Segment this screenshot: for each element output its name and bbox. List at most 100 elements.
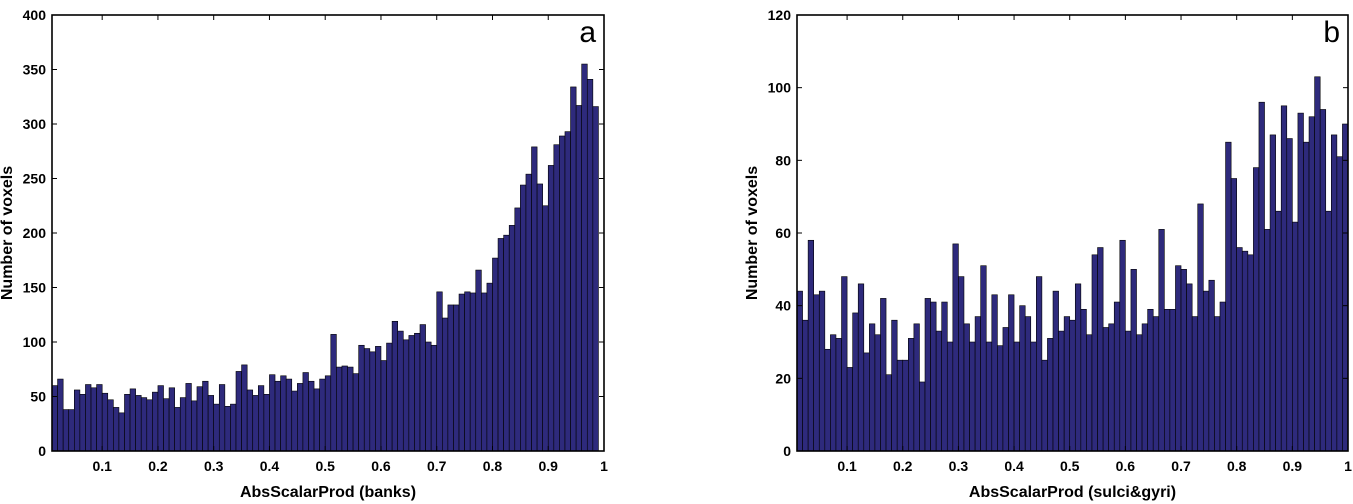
histogram-bar: [263, 394, 270, 452]
x-axis-label: AbsScalarProd (sulci&gyri): [969, 484, 1176, 501]
histogram-bar: [246, 389, 254, 452]
histogram-bar: [1225, 141, 1232, 452]
histogram-bar: [135, 395, 142, 452]
histogram-bar: [1230, 178, 1237, 452]
histogram-bar: [818, 290, 826, 452]
y-axis-label: Number of voxels: [744, 166, 761, 300]
histogram-bar: [1236, 247, 1243, 452]
y-tick-label: 40: [775, 298, 791, 314]
histogram-bar: [1219, 301, 1226, 452]
histogram-bar: [1331, 134, 1338, 452]
histogram-bar: [830, 334, 837, 452]
histogram-bar: [352, 373, 359, 452]
histogram-bar: [963, 323, 970, 452]
histogram-bar: [1136, 334, 1143, 452]
x-tick-label: 0.2: [893, 458, 913, 474]
histogram-bar: [841, 276, 848, 452]
histogram-bar: [1292, 221, 1299, 452]
histogram-bar: [363, 348, 371, 452]
histogram-bar: [62, 409, 70, 452]
histogram-bar: [90, 387, 97, 452]
histogram-bar: [991, 294, 998, 452]
histogram-bar: [297, 383, 304, 452]
panel-label: a: [579, 16, 596, 49]
histogram-bar: [129, 388, 136, 452]
histogram-bar: [1069, 319, 1076, 452]
histogram-bar: [319, 378, 326, 452]
histogram-bar: [85, 384, 92, 452]
histogram-bar: [997, 345, 1004, 452]
histogram-bar: [469, 292, 477, 452]
x-tick-label: 0.6: [1116, 458, 1136, 474]
histogram-bar: [1175, 265, 1182, 452]
histogram-bar: [1141, 323, 1148, 452]
histogram-bar: [553, 144, 560, 452]
x-tick-label: 0.5: [315, 458, 335, 474]
histogram-bar: [1125, 330, 1132, 452]
histogram-bar: [531, 146, 538, 452]
histogram-bar: [419, 324, 426, 452]
histogram-bar: [185, 383, 192, 452]
histogram-bar: [96, 384, 103, 452]
histogram-bar: [124, 394, 131, 452]
histogram-bar: [1024, 316, 1032, 452]
y-tick-label: 250: [23, 171, 47, 187]
histogram-bar: [252, 395, 259, 452]
y-tick-label: 300: [23, 116, 47, 132]
histogram-bar: [341, 365, 348, 452]
histogram-bar: [1158, 229, 1165, 452]
histogram-bar: [481, 292, 488, 452]
histogram-bar: [1119, 239, 1126, 452]
y-tick-label: 150: [23, 280, 47, 296]
histogram-bar: [1297, 112, 1304, 452]
histogram-bar: [1147, 308, 1154, 452]
histogram-bar: [152, 391, 159, 452]
histogram-bar: [520, 184, 527, 452]
histogram-bar: [113, 407, 120, 452]
histogram-bar: [946, 341, 954, 452]
histogram-bar: [1041, 359, 1048, 452]
histogram-bar: [1130, 269, 1137, 452]
histogram-bar: [1247, 254, 1254, 452]
histogram-bar: [202, 380, 209, 452]
histogram-bar: [919, 381, 926, 452]
histogram-bar: [908, 338, 915, 452]
histogram-bar: [880, 298, 887, 452]
histogram-bar: [813, 294, 820, 452]
histogram-bar: [402, 339, 410, 452]
histogram-bar: [408, 335, 415, 452]
histogram-bar: [542, 205, 549, 452]
histogram-panel-b: 0.1 0.2 0.3 0.4 0.5 0.6 0.7 0.8 0.9 1 0 20 40 60 80 100…: [744, 7, 1352, 501]
histogram-bar: [174, 407, 181, 452]
histogram-bar: [324, 375, 332, 452]
histogram-bar: [1164, 308, 1171, 452]
histogram-bar: [464, 291, 471, 452]
histogram-bar: [536, 183, 543, 452]
histogram-bar: [1047, 338, 1054, 452]
histogram-bar: [1152, 316, 1160, 452]
histogram-bar: [980, 265, 987, 452]
histogram-bar: [146, 399, 153, 452]
histogram-bar: [852, 312, 859, 452]
histogram-bar: [1202, 290, 1210, 452]
histogram-bar: [285, 378, 293, 452]
x-tick-label: 1: [600, 458, 608, 474]
histogram-bar: [891, 319, 898, 452]
x-tick-label: 0.3: [949, 458, 969, 474]
histogram-bar: [570, 86, 577, 452]
y-tick-label: 80: [775, 152, 791, 168]
histogram-bar: [291, 390, 298, 452]
histogram-bar: [835, 338, 842, 452]
y-tick-label: 0: [783, 443, 791, 459]
histogram-bar: [913, 323, 920, 452]
histogram-bar: [863, 352, 870, 452]
histogram-bar: [796, 290, 803, 452]
histogram-bar: [79, 394, 86, 452]
histogram-bar: [1214, 316, 1221, 452]
histogram-bar: [1303, 141, 1310, 452]
histogram-bar: [191, 400, 198, 452]
histogram-bar: [1258, 101, 1265, 452]
histogram-bar: [179, 397, 187, 452]
histogram-bar: [930, 301, 937, 452]
histogram-bar: [514, 207, 521, 452]
